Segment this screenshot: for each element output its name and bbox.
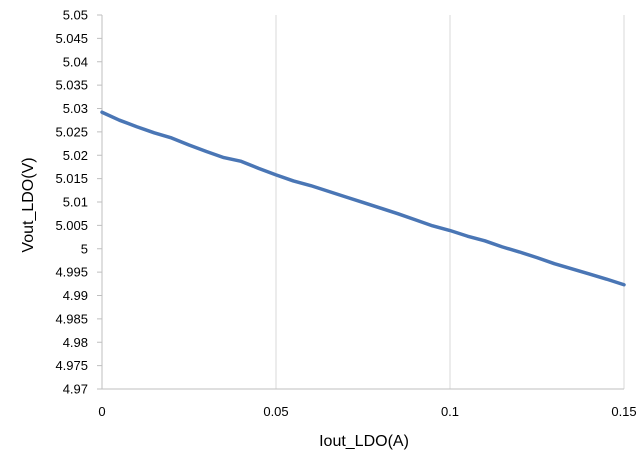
y-tick-label: 5.025 [55, 124, 88, 139]
y-tick-label: 4.985 [55, 311, 88, 326]
x-tick-label: 0.1 [441, 404, 459, 419]
x-axis-title: Iout_LDO(A) [319, 433, 409, 450]
axis-layer [97, 14, 624, 390]
y-tick-label: 5.04 [63, 54, 88, 69]
y-tick-label: 5.03 [63, 101, 88, 116]
y-tick-label: 5.035 [55, 78, 88, 93]
y-axis-title: Vout_LDO(V) [20, 157, 37, 252]
y-tick-label: 4.97 [63, 382, 88, 397]
y-tick-label: 4.975 [55, 358, 88, 373]
y-tick-label: 5.005 [55, 218, 88, 233]
tick-label-layer: 4.97 4.975 4.98 4.985 4.99 4.995 5 5.005 5.01 5.0… [55, 8, 636, 420]
y-tick-label: 4.995 [55, 265, 88, 280]
y-tick-label: 4.98 [63, 335, 88, 350]
x-tick-label: 0.15 [611, 404, 636, 419]
y-tick-label: 4.99 [63, 288, 88, 303]
y-tick-label: 5.05 [63, 8, 88, 23]
y-tick-label: 5 [81, 241, 88, 256]
x-tick-label: 0.05 [263, 404, 288, 419]
y-tick-label: 5.045 [55, 31, 88, 46]
x-tick-label: 0 [98, 404, 105, 419]
y-tick-label: 5.02 [63, 148, 88, 163]
series-layer [100, 110, 626, 287]
series-line [100, 110, 626, 287]
y-tick-label: 5.01 [63, 195, 88, 210]
y-tick-label: 5.015 [55, 171, 88, 186]
